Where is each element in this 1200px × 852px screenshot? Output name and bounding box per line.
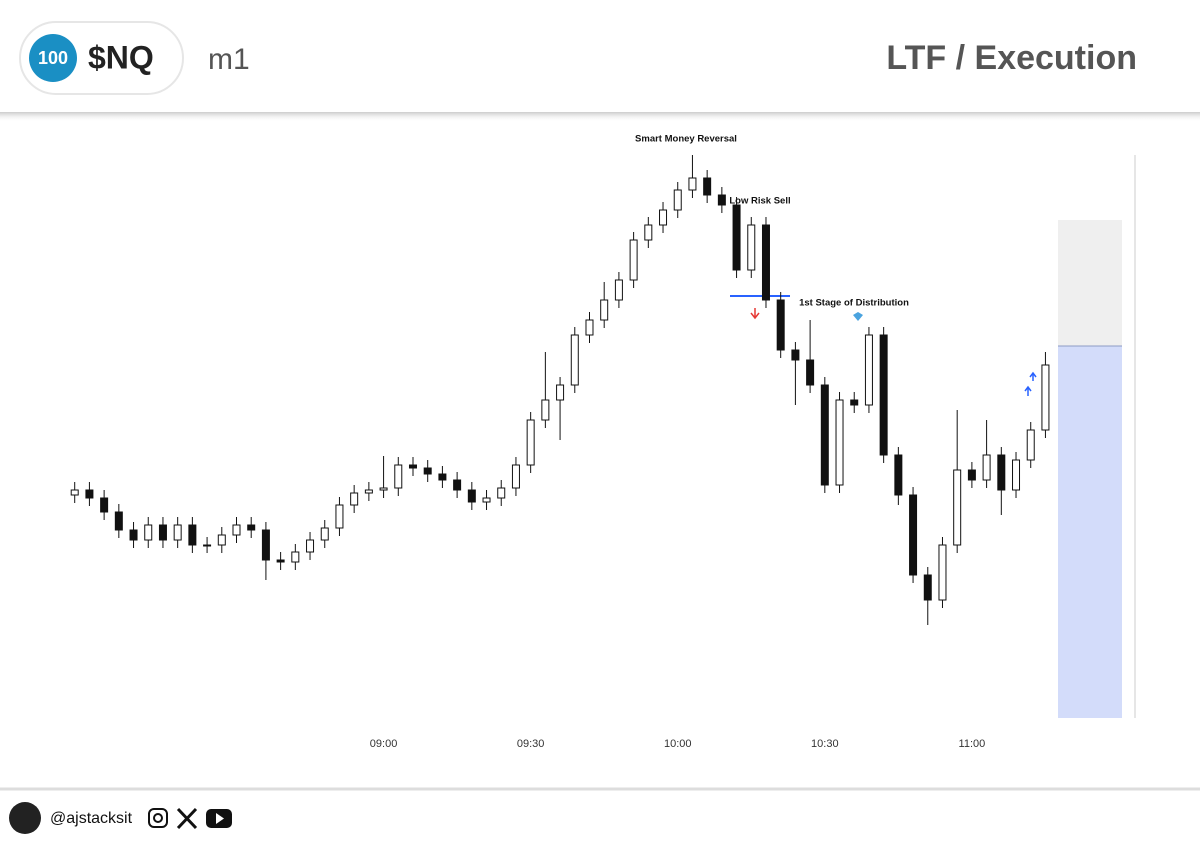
candle-body — [688, 177, 697, 191]
x-tick-label: 10:30 — [811, 738, 839, 750]
candle-body — [600, 299, 609, 321]
handle: @ajstacksit — [50, 810, 133, 827]
annotation: Smart Money Reversal — [635, 134, 737, 145]
candle-body — [144, 524, 153, 541]
candle-body — [1012, 459, 1021, 491]
candle-body — [394, 464, 403, 489]
candle-body — [541, 399, 550, 421]
youtube-play — [216, 813, 224, 824]
candle-body — [982, 454, 991, 481]
badge-circle — [29, 34, 77, 82]
candle-body — [717, 194, 726, 206]
candle-body — [761, 224, 770, 301]
page-title: LTF / Execution — [886, 39, 1137, 77]
candle-body — [732, 204, 741, 271]
candle-body — [556, 384, 565, 401]
candle-body — [100, 497, 109, 513]
candle-body — [173, 524, 182, 541]
candle-body — [232, 524, 241, 536]
candle-body — [791, 349, 800, 361]
gem-icon — [853, 312, 863, 321]
candle-body — [1026, 429, 1035, 461]
candle-body — [864, 334, 873, 406]
risk-zone — [1058, 220, 1122, 346]
candle-body — [585, 319, 594, 336]
candle-body — [820, 384, 829, 486]
buy-arrows — [1024, 371, 1037, 396]
sell-arrow — [750, 308, 760, 320]
candle-body — [261, 529, 270, 561]
avatar — [9, 802, 41, 834]
candle-body — [644, 224, 653, 241]
annotation: Low Risk Sell — [729, 196, 790, 207]
candle-body — [203, 544, 212, 547]
candle-body — [350, 492, 359, 506]
x-icon[interactable] — [176, 807, 198, 830]
candle-body — [673, 189, 682, 211]
candle-body — [291, 551, 300, 563]
candle-body — [276, 559, 285, 563]
candle-body — [188, 524, 197, 546]
x-tick-label: 09:30 — [517, 738, 545, 750]
candle-body — [511, 464, 520, 489]
candle-body — [408, 464, 417, 469]
candle-body — [438, 473, 447, 481]
candle-body — [629, 239, 638, 281]
candle-body — [703, 177, 712, 196]
badge: 100 — [38, 48, 68, 68]
timeframe: m1 — [208, 43, 250, 76]
candle-body — [614, 279, 623, 301]
candle-body — [806, 359, 815, 386]
candle-body — [217, 534, 226, 546]
candle-body — [129, 529, 138, 541]
candle-body — [850, 399, 859, 406]
candle-body — [879, 334, 888, 456]
symbol: $NQ — [88, 39, 154, 75]
candle-body — [70, 489, 79, 496]
candle-body — [423, 467, 432, 475]
candle-body — [953, 469, 962, 546]
candle-body — [997, 454, 1006, 491]
candle-body — [526, 419, 535, 466]
instagram-icon[interactable] — [148, 808, 168, 828]
candle-body — [938, 544, 947, 601]
candle-body — [659, 209, 668, 226]
candle-body — [306, 539, 315, 553]
candle-body — [467, 489, 476, 503]
candle-body — [747, 224, 756, 271]
candle-body — [335, 504, 344, 529]
reward-zone — [1058, 346, 1122, 718]
candle-body — [247, 524, 256, 531]
candle-body — [909, 494, 918, 576]
candle-body — [453, 479, 462, 491]
x-tick-label: 09:00 — [370, 738, 398, 750]
annotation: 1st Stage of Distribution — [799, 298, 909, 309]
x-tick-label: 10:00 — [664, 738, 692, 750]
candle-body — [158, 524, 167, 541]
candle-body — [923, 574, 932, 601]
candle-body — [1041, 364, 1050, 431]
candle-body — [114, 511, 123, 531]
candle-body — [570, 334, 579, 386]
header-shadow — [0, 112, 1200, 122]
candle-body — [320, 527, 329, 541]
x-tick-label: 11:00 — [959, 738, 986, 750]
candle-body — [85, 489, 94, 499]
candle-body — [776, 299, 785, 351]
candle-body — [482, 497, 491, 503]
candle-body — [967, 469, 976, 481]
candle-body — [894, 454, 903, 496]
candle-body — [379, 487, 388, 491]
candle-body — [497, 487, 506, 499]
candle-body — [835, 399, 844, 486]
candle-body — [364, 489, 373, 494]
instagram-lens — [153, 813, 163, 823]
header-bar — [0, 0, 1200, 112]
